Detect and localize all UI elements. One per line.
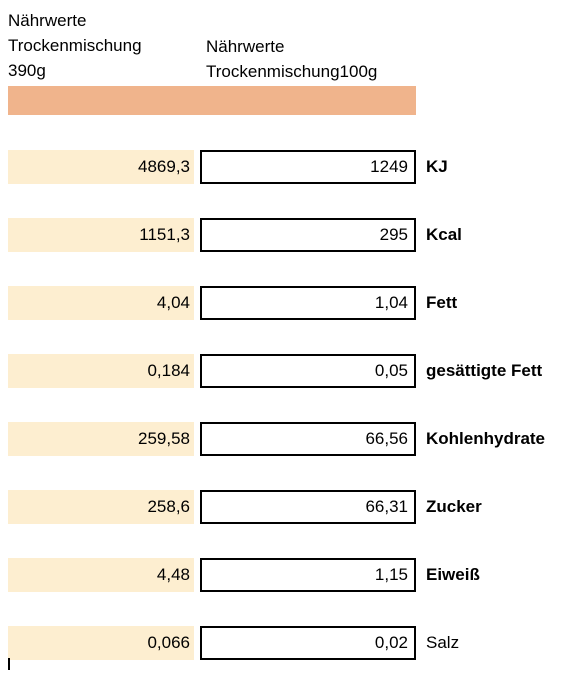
value-390g[interactable]: 0,066	[8, 626, 194, 660]
value-390g[interactable]: 4,04	[8, 286, 194, 320]
text-cursor	[8, 658, 10, 670]
value-100g[interactable]: 1,04	[200, 286, 416, 320]
value-100g[interactable]: 1,15	[200, 558, 416, 592]
nutrient-label: Kcal	[426, 225, 462, 244]
header-band	[8, 86, 416, 115]
value-100g[interactable]: 0,05	[200, 354, 416, 388]
nutrient-label: Salz	[426, 633, 460, 652]
table-row: 1151,3 295 Kcal	[8, 218, 568, 252]
value-390g[interactable]: 4,48	[8, 558, 194, 592]
value-390g[interactable]: 0,184	[8, 354, 194, 388]
value-100g[interactable]: 1249	[200, 150, 416, 184]
value-100g[interactable]: 66,56	[200, 422, 416, 456]
nutrient-label: Fett	[426, 293, 458, 312]
header-col-a-line: 390g	[8, 61, 46, 80]
table-row: 259,58 66,56 Kohlenhydrate	[8, 422, 568, 456]
table-row: 0,066 0,02 Salz	[8, 626, 568, 660]
value-390g[interactable]: 259,58	[8, 422, 194, 456]
table-row: 4,48 1,15 Eiweiß	[8, 558, 568, 592]
nutrient-label: Kohlenhydrate	[426, 429, 546, 448]
value-390g[interactable]: 4869,3	[8, 150, 194, 184]
nutrient-label: Eiweiß	[426, 565, 480, 584]
header-col-b-line: Nährwerte	[206, 37, 285, 56]
header-col-a-line: Trockenmischung	[8, 36, 142, 55]
header-col-b: Nährwerte Trockenmischung100g	[206, 34, 377, 84]
value-390g[interactable]: 258,6	[8, 490, 194, 524]
nutrient-label: KJ	[426, 157, 448, 176]
value-100g[interactable]: 66,31	[200, 490, 416, 524]
nutrient-label: Zucker	[426, 497, 482, 516]
header-col-a-line: Nährwerte	[8, 11, 87, 30]
value-100g[interactable]: 295	[200, 218, 416, 252]
table-row: 258,6 66,31 Zucker	[8, 490, 568, 524]
header-col-a: Nährwerte Trockenmischung 390g	[8, 8, 194, 83]
table-row: 4,04 1,04 Fett	[8, 286, 568, 320]
nutrient-label: gesättigte Fett	[426, 361, 543, 380]
table-row: 4869,3 1249 KJ	[8, 150, 568, 184]
table-row: 0,184 0,05 gesättigte Fett	[8, 354, 568, 388]
value-100g[interactable]: 0,02	[200, 626, 416, 660]
header-col-b-line: Trockenmischung100g	[206, 62, 378, 81]
value-390g[interactable]: 1151,3	[8, 218, 194, 252]
